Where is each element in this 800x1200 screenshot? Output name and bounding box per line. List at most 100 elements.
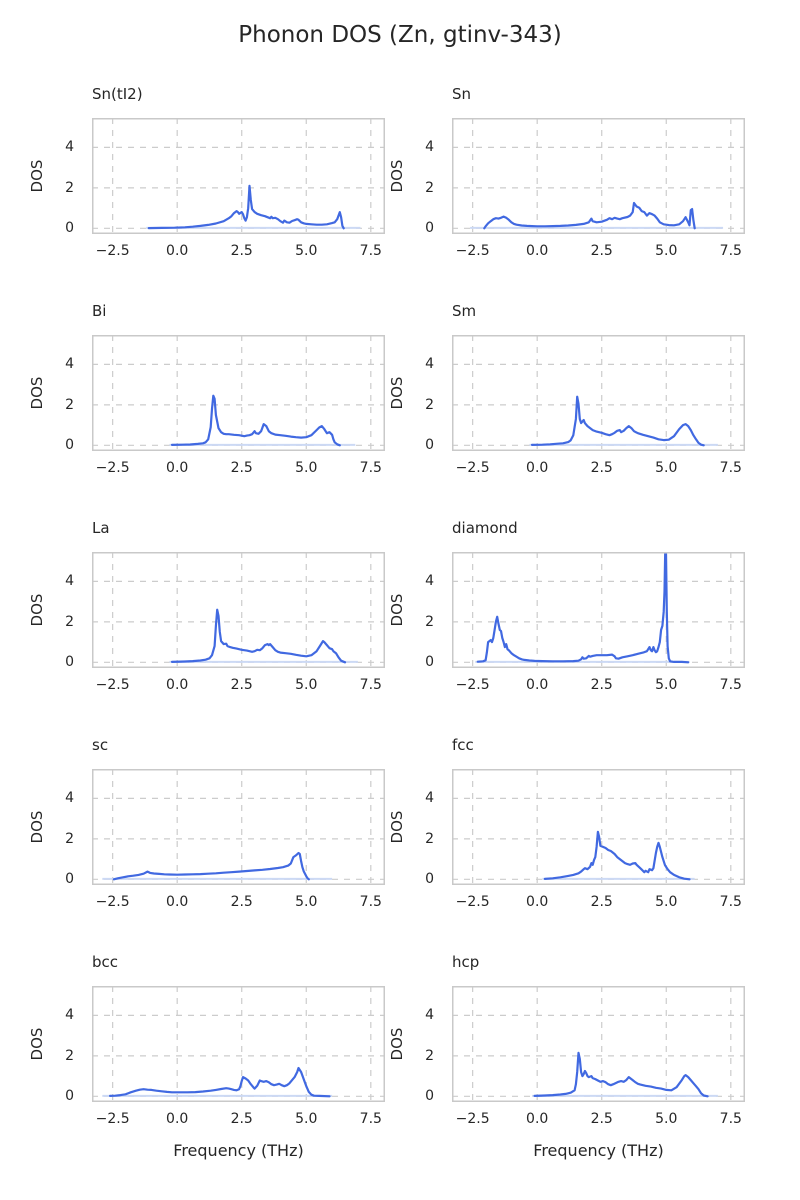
x-tick-label: 2.5 (590, 894, 613, 910)
subplot-la: La DOS 0 2 4 −2.5 0.0 2.5 5.0 7.5 (28, 509, 420, 726)
x-tick-label: 7.5 (359, 243, 382, 259)
axes-border (92, 986, 385, 1102)
axes-border (452, 769, 745, 885)
x-tick-label: 7.5 (359, 894, 382, 910)
x-tick-label: 0.0 (526, 1111, 549, 1127)
x-tick-label: 7.5 (719, 677, 742, 693)
subplot-title: hcp (452, 953, 480, 971)
x-axis-label: Frequency (THz) (533, 1141, 664, 1160)
x-tick-label: 5.0 (655, 460, 678, 476)
x-tick-label: −2.5 (95, 1111, 130, 1127)
y-tick-label: 0 (65, 654, 74, 671)
x-tick-label: −2.5 (455, 460, 490, 476)
x-tick-label: 5.0 (655, 243, 678, 259)
axes-border (452, 552, 745, 668)
y-tick-label: 4 (65, 573, 74, 590)
subplot-title: sc (92, 736, 109, 754)
plot-area (452, 769, 745, 885)
y-tick-label: 4 (65, 790, 74, 807)
x-tick-label: 5.0 (295, 460, 318, 476)
y-axis-label: DOS (28, 810, 46, 844)
x-tick-label: −2.5 (95, 677, 130, 693)
y-tick-label: 0 (425, 654, 434, 671)
subplot-sc: sc DOS 0 2 4 −2.5 0.0 2.5 5.0 7.5 (28, 726, 420, 943)
y-tick-label: 4 (65, 1007, 74, 1024)
y-tick-label: 4 (425, 790, 434, 807)
plot-area (452, 552, 745, 668)
y-tick-label: 2 (65, 179, 74, 196)
x-tick-label: −2.5 (95, 894, 130, 910)
y-axis-label: DOS (388, 376, 406, 410)
y-axis-label: DOS (28, 376, 46, 410)
dos-curve (170, 394, 341, 447)
dos-curve (147, 184, 345, 230)
x-tick-label: 2.5 (590, 1111, 613, 1127)
plot-area (92, 118, 385, 234)
x-tick-label: 7.5 (359, 677, 382, 693)
x-tick-label: 7.5 (359, 1111, 382, 1127)
x-tick-label: −2.5 (455, 677, 490, 693)
y-tick-label: 4 (65, 356, 74, 373)
y-axis-label: DOS (388, 810, 406, 844)
x-tick-label: 0.0 (526, 677, 549, 693)
subplot-title: diamond (452, 519, 518, 537)
y-tick-label: 2 (65, 613, 74, 630)
dos-curve (170, 608, 347, 664)
x-tick-label: 5.0 (655, 677, 678, 693)
x-tick-label: 5.0 (655, 894, 678, 910)
x-tick-label: 2.5 (590, 677, 613, 693)
plot-area (452, 335, 745, 451)
x-tick-label: −2.5 (95, 243, 130, 259)
subplot-title: fcc (452, 736, 474, 754)
plot-area (452, 118, 745, 234)
x-tick-label: 0.0 (526, 243, 549, 259)
y-tick-label: 4 (425, 139, 434, 156)
axes-border (452, 335, 745, 451)
y-tick-label: 0 (65, 1088, 74, 1105)
y-tick-label: 4 (425, 1007, 434, 1024)
y-axis-label: DOS (28, 159, 46, 193)
x-tick-label: 2.5 (230, 243, 253, 259)
x-tick-label: 7.5 (719, 460, 742, 476)
y-tick-label: 2 (425, 396, 434, 413)
dos-curve (530, 395, 705, 447)
x-tick-label: 2.5 (230, 677, 253, 693)
x-tick-label: 2.5 (230, 460, 253, 476)
subplot-title: bcc (92, 953, 119, 971)
plot-area (92, 552, 385, 668)
y-tick-label: 0 (65, 220, 74, 237)
y-tick-label: 4 (425, 356, 434, 373)
x-tick-label: 0.0 (526, 460, 549, 476)
subplot-title: Sm (452, 302, 477, 320)
subplot-title: La (92, 519, 110, 537)
y-tick-label: 0 (65, 871, 74, 888)
axes-border (92, 552, 385, 668)
subplot-sn-ti2-: Sn(tI2) DOS 0 2 4 −2.5 0.0 2.5 5.0 7.5 (28, 75, 420, 292)
y-tick-label: 2 (425, 613, 434, 630)
x-tick-label: 2.5 (230, 894, 253, 910)
y-tick-label: 2 (65, 1047, 74, 1064)
dos-curve (476, 552, 690, 664)
plot-area (452, 986, 745, 1102)
y-axis-label: DOS (28, 1027, 46, 1061)
axes-border (92, 118, 385, 234)
x-tick-label: 2.5 (230, 1111, 253, 1127)
plot-area (92, 335, 385, 451)
x-tick-label: 7.5 (719, 1111, 742, 1127)
subplot-diamond: diamond DOS 0 2 4 −2.5 0.0 2.5 5.0 7.5 (388, 509, 780, 726)
axes-border (92, 335, 385, 451)
y-tick-label: 4 (65, 139, 74, 156)
y-axis-label: DOS (388, 159, 406, 193)
subplot-title: Bi (92, 302, 107, 320)
x-tick-label: 5.0 (295, 1111, 318, 1127)
x-tick-label: 5.0 (295, 677, 318, 693)
x-tick-label: −2.5 (95, 460, 130, 476)
subplot-sn: Sn DOS 0 2 4 −2.5 0.0 2.5 5.0 7.5 (388, 75, 780, 292)
y-tick-label: 0 (425, 220, 434, 237)
dos-curve (109, 1066, 331, 1098)
x-tick-label: 5.0 (295, 894, 318, 910)
figure-title: Phonon DOS (Zn, gtinv-343) (238, 22, 562, 48)
y-tick-label: 4 (425, 573, 434, 590)
dos-curve (533, 1051, 709, 1098)
dos-curve (483, 201, 696, 230)
